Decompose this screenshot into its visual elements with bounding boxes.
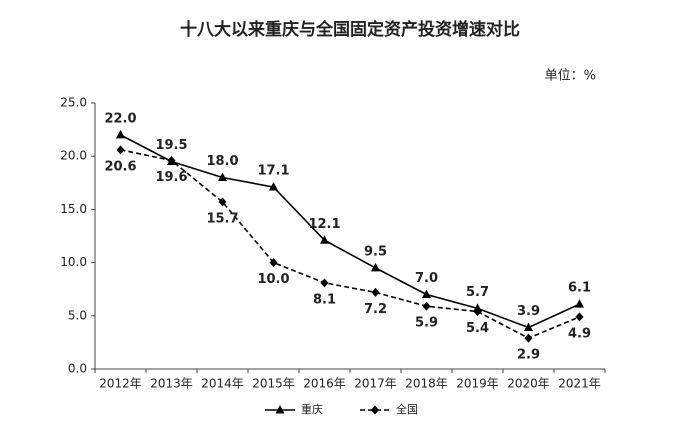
data-label: 7.0	[415, 271, 438, 286]
data-label: 5.7	[466, 285, 489, 300]
x-tick-label: 2017年	[354, 377, 397, 391]
data-label: 19.5	[155, 138, 187, 153]
marker	[575, 312, 584, 322]
x-tick-label: 2021年	[558, 377, 601, 391]
x-tick-label: 2012年	[99, 377, 142, 391]
data-label: 5.4	[466, 321, 489, 336]
x-tick-label: 2020年	[507, 377, 550, 391]
marker	[524, 333, 533, 343]
data-label: 18.0	[206, 154, 238, 169]
data-label: 3.9	[517, 304, 540, 319]
data-label: 15.7	[206, 211, 238, 226]
data-label: 20.6	[104, 159, 136, 174]
y-tick-label: 10.0	[60, 255, 87, 269]
marker	[422, 301, 431, 311]
unit-label: 单位：%	[545, 69, 596, 84]
marker	[218, 172, 227, 181]
data-label: 5.9	[415, 316, 438, 331]
y-tick-label: 0.0	[68, 362, 87, 376]
data-label: 19.6	[155, 170, 187, 185]
x-tick-label: 2016年	[303, 377, 346, 391]
data-label: 8.1	[313, 292, 336, 307]
marker	[116, 145, 125, 155]
marker	[473, 307, 482, 317]
data-label: 17.1	[257, 164, 289, 179]
marker	[371, 287, 380, 297]
y-tick-label: 25.0	[60, 96, 87, 110]
x-tick-label: 2013年	[150, 377, 193, 391]
data-label: 2.9	[517, 348, 540, 363]
marker	[275, 405, 285, 414]
data-label: 7.2	[364, 302, 387, 317]
data-label: 12.1	[308, 217, 340, 232]
marker	[524, 322, 533, 332]
marker	[218, 197, 227, 207]
marker	[422, 289, 431, 299]
marker	[269, 182, 278, 191]
series-line	[120, 134, 580, 329]
x-tick-label: 2015年	[252, 377, 295, 391]
y-tick-label: 5.0	[68, 308, 87, 322]
data-label: 10.0	[257, 272, 289, 287]
marker	[371, 405, 379, 415]
series-line	[120, 149, 580, 340]
x-tick-label: 2014年	[201, 377, 244, 391]
x-tick-label: 2018年	[405, 377, 448, 391]
legend-label: 重庆	[301, 402, 323, 416]
y-tick-label: 15.0	[60, 202, 87, 216]
data-label: 9.5	[364, 244, 387, 259]
marker	[269, 258, 278, 268]
marker	[116, 129, 125, 139]
marker	[320, 235, 329, 244]
legend-label: 全国	[396, 402, 418, 416]
marker	[575, 299, 584, 308]
data-label: 22.0	[104, 111, 136, 126]
data-label: 4.9	[568, 326, 591, 341]
marker	[371, 262, 380, 272]
data-label: 6.1	[568, 281, 591, 296]
y-tick-label: 20.0	[60, 149, 87, 163]
chart-title: 十八大以来重庆与全国固定资产投资增速对比	[180, 19, 520, 40]
x-tick-label: 2019年	[456, 377, 499, 391]
marker	[320, 278, 329, 288]
marker	[167, 155, 176, 165]
